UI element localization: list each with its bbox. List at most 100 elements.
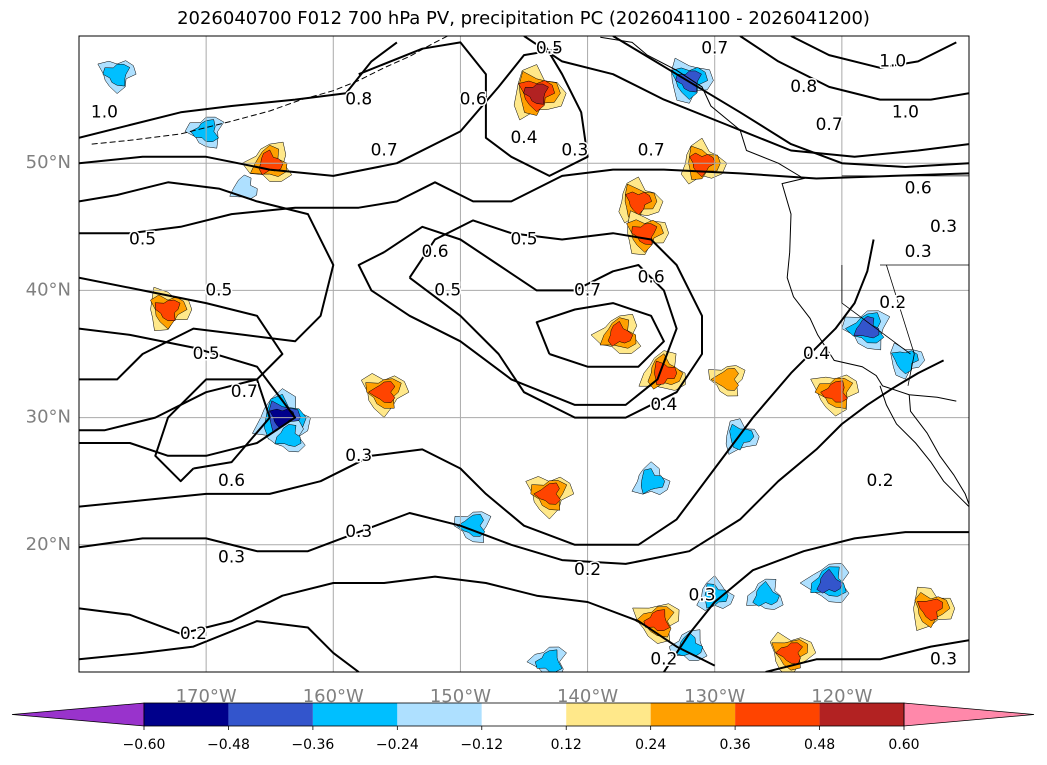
colorbar-segment [566, 703, 651, 726]
precip-level [752, 581, 780, 607]
colorbar-segment [481, 703, 567, 726]
contour-label: 0.8 [345, 90, 372, 110]
contour-label: 0.7 [701, 39, 728, 59]
precip-level [102, 63, 131, 87]
colorbar-tick-label: −0.12 [460, 737, 503, 753]
contour-label: 0.2 [180, 624, 207, 644]
contour-label: 0.3 [218, 548, 245, 568]
contour-label: 0.2 [574, 560, 601, 580]
contour-label: 0.5 [536, 39, 563, 59]
precip-cell [841, 310, 891, 351]
graticule [79, 36, 969, 672]
contour-labels: 1.0 0.8 0.7 0.6 0.5 0.4 0.3 0.7 1.0 0.8 0.7 1.0 0.7 0… [89, 37, 958, 671]
pv-contour-line [79, 359, 945, 565]
colorbar-tick-label: 0.36 [720, 737, 751, 753]
pv-contour-line [79, 327, 297, 457]
precip-cell [184, 116, 225, 149]
pv-contours [79, 36, 969, 672]
precip-level [533, 482, 562, 505]
contour-label: 0.4 [803, 344, 830, 364]
colorbar-extend-high [903, 702, 1035, 727]
longitude-labels: 170°W 160°W 150°W 140°W 130°W 120°W [176, 686, 873, 707]
contour-label: 0.3 [930, 649, 957, 669]
contour-label: 0.5 [193, 344, 220, 364]
pv-contour-line [154, 378, 271, 483]
colorbar-tick-label: 0.12 [551, 737, 582, 753]
lon-tick-label: 120°W [811, 686, 872, 707]
colorbar-segment [735, 703, 820, 726]
contour-label: 0.7 [371, 140, 398, 160]
colorbar-tick-label: −0.60 [123, 737, 166, 753]
contour-label: 0.4 [650, 395, 677, 415]
pv-contour-line [790, 36, 957, 69]
precip-level [523, 83, 549, 105]
lon-tick-label: 160°W [303, 686, 364, 707]
contour-label: 0.2 [650, 649, 677, 669]
contour-label: 0.8 [790, 77, 817, 97]
colorbar-tick-label: −0.48 [207, 737, 250, 753]
pv-contour-line [408, 219, 703, 419]
state-border-line [886, 264, 915, 386]
pv-contour-line [79, 276, 284, 432]
precip-cell [632, 603, 680, 644]
contour-label: 0.7 [638, 140, 665, 160]
pv-contour-line [79, 575, 716, 667]
contour-label: 0.2 [866, 471, 893, 491]
contour-label: 0.2 [879, 293, 906, 313]
precip-cell [913, 586, 955, 631]
precip-level [891, 350, 919, 375]
colorbar-tick-label: 0.24 [635, 737, 666, 753]
lon-tick-label: 140°W [557, 686, 618, 707]
contour-label: 0.4 [510, 128, 537, 148]
pv-contour-line [357, 225, 678, 406]
contour-label: 0.3 [561, 140, 588, 160]
latitude-labels: 20°N 30°N 40°N 50°N [26, 152, 71, 555]
precip-cell [241, 141, 293, 182]
plot-border [78, 35, 970, 673]
state-border-line [841, 265, 911, 355]
precip-cell [799, 562, 850, 603]
lon-tick-label: 130°W [684, 686, 745, 707]
precip-level [274, 424, 302, 447]
pv-contour-line [79, 47, 563, 177]
pv-contour-line [523, 36, 969, 158]
colorbar-tick-label: −0.24 [376, 737, 419, 753]
precip-cell [725, 418, 760, 455]
lon-tick-label: 150°W [430, 686, 491, 707]
contour-label: 0.5 [510, 230, 537, 250]
pv-contour-line [739, 36, 969, 101]
contour-label: 0.3 [688, 586, 715, 606]
precip-cell [810, 374, 859, 417]
colorbar-tick-label: −0.36 [291, 737, 334, 753]
colorbar-tick-label: 0.60 [888, 737, 919, 753]
precip-cell [97, 60, 137, 94]
pv-contour-line [663, 531, 969, 672]
precip-cell [513, 64, 567, 121]
precip-level [643, 609, 671, 631]
contour-label: 0.6 [638, 268, 665, 288]
baja-coast-line [879, 385, 969, 508]
precip-cell [525, 476, 575, 520]
contour-label: 1.0 [879, 51, 906, 71]
precip-level [154, 299, 181, 322]
contour-label: 0.5 [129, 230, 156, 250]
contour-label: 0.6 [218, 471, 245, 491]
precip-level [710, 368, 739, 391]
colorbar-border [143, 702, 905, 727]
contour-label: 0.6 [905, 179, 932, 199]
colorbar-segment [312, 703, 398, 726]
lat-tick-label: 20°N [26, 534, 71, 555]
contour-label: 0.7 [231, 382, 258, 402]
precip-cell [746, 578, 784, 610]
precip-cell [708, 365, 746, 397]
precip-level [704, 583, 729, 609]
plot-frame [78, 35, 970, 673]
precip-cell [526, 646, 567, 672]
contour-label: 0.6 [460, 90, 487, 110]
precip-cell [696, 575, 735, 611]
contour-label: 0.6 [421, 242, 448, 262]
precip-level [816, 568, 843, 594]
contour-label: 0.3 [345, 522, 372, 542]
precip-cell [769, 631, 817, 672]
